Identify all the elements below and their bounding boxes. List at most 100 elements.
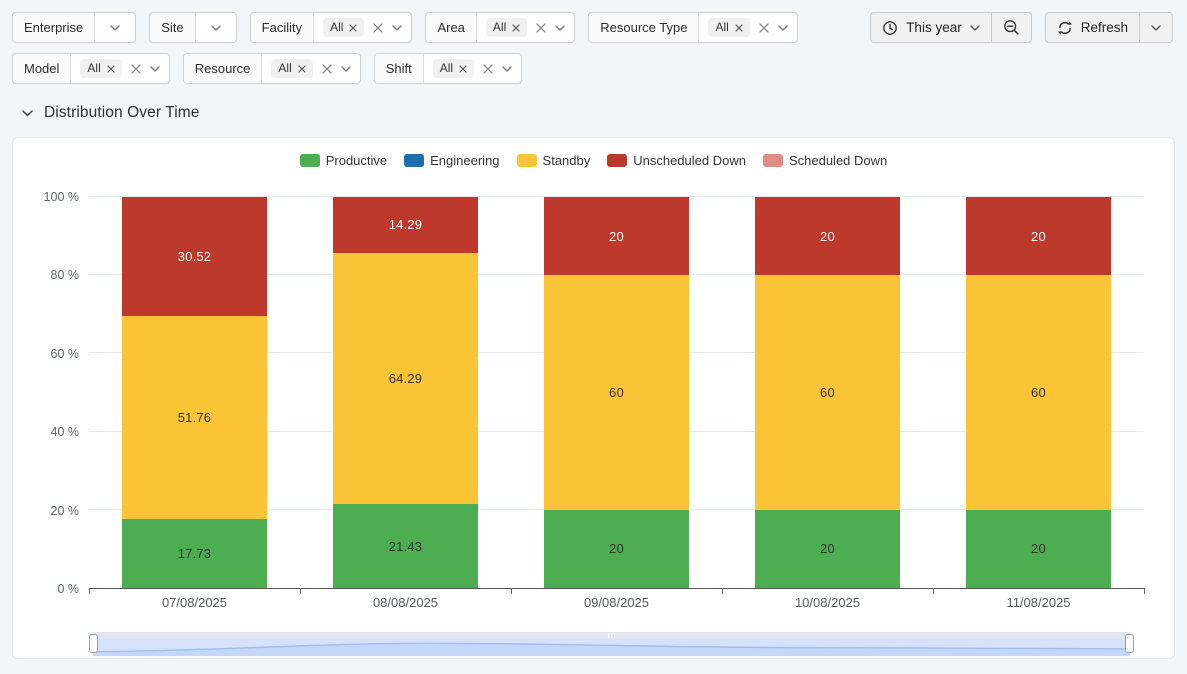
chevron-down-icon	[341, 65, 351, 72]
filter-facility[interactable]: Facility All	[249, 12, 413, 43]
selected-value-chip[interactable]: All	[323, 18, 365, 37]
open-dropdown-button[interactable]	[341, 65, 351, 72]
remove-chip-button[interactable]	[512, 23, 520, 32]
chevron-down-icon	[110, 24, 120, 31]
bar-08-08-2025[interactable]: 21.43 64.29 14.29	[333, 197, 478, 588]
filter-shift[interactable]: Shift All	[373, 53, 523, 84]
filter-value-area[interactable]: All	[71, 54, 168, 83]
filter-value-area[interactable]	[196, 13, 236, 42]
refresh-button[interactable]: Refresh	[1046, 13, 1139, 42]
selected-value-chip[interactable]: All	[485, 18, 528, 37]
clear-filter-button[interactable]	[131, 63, 141, 74]
filter-bar: Enterprise Site Facility All Area All Resource…	[0, 0, 1187, 84]
bar-07-08-2025[interactable]: 17.73 51.76 30.52	[122, 197, 267, 588]
time-range-group: This year	[870, 12, 1032, 43]
open-dropdown-button[interactable]	[392, 24, 403, 31]
remove-chip-button[interactable]	[349, 23, 358, 32]
clear-filter-button[interactable]	[483, 63, 493, 74]
selected-value-chip[interactable]: All	[432, 59, 475, 78]
clear-filter-button[interactable]	[373, 22, 384, 33]
refresh-options-button[interactable]	[1140, 13, 1172, 42]
bar-segment-unscheduled-down[interactable]: 30.52	[122, 197, 267, 317]
legend-label: Scheduled Down	[788, 153, 888, 168]
legend-item-standby[interactable]: Standby	[516, 153, 590, 168]
clear-filter-button[interactable]	[322, 63, 332, 74]
bar-segment-productive[interactable]: 21.43	[333, 504, 478, 588]
legend-item-productive[interactable]: Productive	[299, 153, 387, 168]
filter-enterprise[interactable]: Enterprise	[12, 12, 137, 43]
clear-icon	[373, 22, 384, 33]
bar-segment-unscheduled-down[interactable]: 20	[966, 197, 1111, 276]
time-range-button[interactable]: This year	[871, 13, 991, 42]
bar-segment-productive[interactable]: 17.73	[122, 518, 267, 588]
refresh-icon	[1057, 21, 1072, 34]
clear-filter-button[interactable]	[759, 22, 769, 33]
legend-item-engineering[interactable]: Engineering	[404, 153, 500, 168]
remove-chip-button[interactable]	[298, 64, 306, 73]
selected-value-chip[interactable]: All	[708, 18, 750, 37]
bar-segment-standby[interactable]: 60	[544, 275, 689, 510]
bar-segment-productive[interactable]: 20	[544, 509, 689, 588]
datazoom-move-bar[interactable]	[93, 632, 1130, 639]
collapse-section-button[interactable]	[22, 109, 33, 117]
datazoom-right-handle[interactable]	[1125, 634, 1134, 653]
selected-value-chip[interactable]: All	[271, 59, 313, 78]
zoom-out-icon	[1003, 20, 1019, 35]
remove-chip-button[interactable]	[107, 64, 115, 73]
open-dropdown-button[interactable]	[210, 24, 221, 31]
chevron-down-icon	[150, 65, 160, 72]
bar-segment-unscheduled-down[interactable]: 20	[544, 197, 689, 276]
datazoom-selected-area[interactable]	[93, 639, 1130, 656]
open-dropdown-button[interactable]	[778, 24, 788, 31]
bar-segment-productive[interactable]: 20	[966, 509, 1111, 588]
bar-segment-productive[interactable]: 20	[755, 509, 900, 588]
filter-resource[interactable]: Resource All	[182, 53, 361, 84]
bar-segment-unscheduled-down[interactable]: 14.29	[333, 197, 478, 253]
filter-value-area[interactable]: All	[262, 54, 359, 83]
filter-model[interactable]: Model All	[12, 53, 170, 84]
filter-resource-type[interactable]: Resource Type All	[588, 12, 798, 43]
bar-segment-standby[interactable]: 60	[966, 275, 1111, 510]
chevron-down-icon	[778, 24, 788, 31]
clear-icon	[759, 22, 769, 33]
chevron-down-icon	[555, 24, 565, 31]
chip-label: All	[715, 20, 729, 34]
clear-icon	[322, 63, 332, 74]
datazoom-slider[interactable]	[89, 632, 1134, 656]
remove-chip-button[interactable]	[459, 64, 467, 73]
legend-item-unscheduled-down[interactable]: Unscheduled Down	[607, 153, 746, 168]
y-tick-label: 80 %	[50, 268, 80, 283]
zoom-out-button[interactable]	[992, 13, 1031, 42]
y-tick-label: 20 %	[50, 503, 80, 518]
filter-label: Site	[150, 13, 196, 42]
legend-item-scheduled-down[interactable]: Scheduled Down	[762, 153, 888, 168]
filter-label: Resource	[183, 54, 263, 83]
value-label: 64.29	[388, 371, 423, 387]
filter-area[interactable]: Area All	[425, 12, 576, 43]
filter-value-area[interactable]: All	[424, 54, 521, 83]
open-dropdown-button[interactable]	[502, 65, 512, 72]
datazoom-left-handle[interactable]	[89, 634, 98, 653]
chip-label: All	[87, 61, 101, 75]
open-dropdown-button[interactable]	[110, 24, 120, 31]
bar-11-08-2025[interactable]: 20 60 20	[966, 197, 1111, 588]
filter-site[interactable]: Site	[149, 12, 237, 43]
selected-value-chip[interactable]: All	[80, 59, 122, 78]
open-dropdown-button[interactable]	[150, 65, 160, 72]
remove-chip-icon	[349, 23, 358, 32]
open-dropdown-button[interactable]	[555, 24, 565, 31]
remove-chip-button[interactable]	[735, 23, 743, 32]
value-label: 20	[820, 228, 835, 244]
filter-value-area[interactable]: All	[477, 13, 574, 42]
remove-chip-icon	[298, 64, 306, 73]
bar-segment-standby[interactable]: 51.76	[122, 316, 267, 519]
clear-filter-button[interactable]	[536, 22, 546, 33]
bar-segment-standby[interactable]: 60	[755, 275, 900, 510]
filter-value-area[interactable]	[95, 13, 135, 42]
bar-segment-unscheduled-down[interactable]: 20	[755, 197, 900, 276]
filter-value-area[interactable]: All	[314, 13, 411, 42]
bar-10-08-2025[interactable]: 20 60 20	[755, 197, 900, 588]
bar-09-08-2025[interactable]: 20 60 20	[544, 197, 689, 588]
bar-segment-standby[interactable]: 64.29	[333, 252, 478, 505]
filter-value-area[interactable]: All	[699, 13, 796, 42]
